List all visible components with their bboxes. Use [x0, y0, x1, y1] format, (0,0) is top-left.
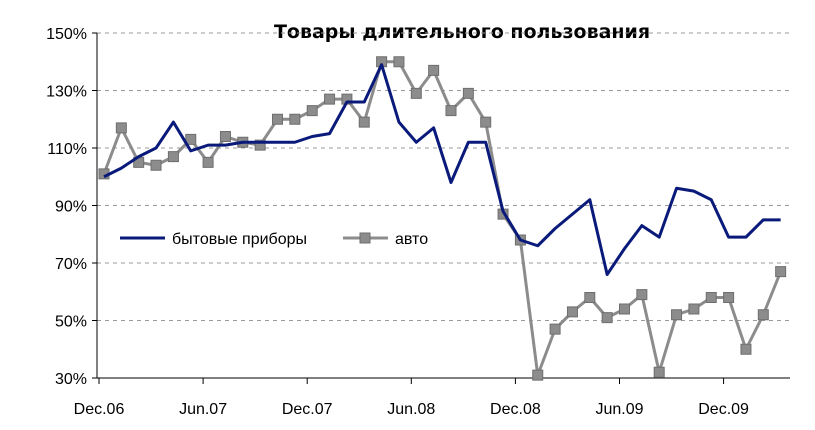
y-tick-label: 150% — [46, 26, 87, 43]
y-tick-label: 130% — [46, 84, 87, 101]
data-point — [393, 56, 405, 68]
data-point — [619, 303, 630, 315]
series-line-1 — [102, 60, 783, 377]
series-group — [98, 56, 787, 381]
data-point — [532, 369, 544, 381]
y-tick-label: 110% — [47, 141, 87, 158]
data-point — [566, 306, 578, 318]
y-tick-label: 70% — [55, 256, 87, 273]
legend-label-auto: авто — [395, 231, 428, 248]
x-tick-label: Dec.06 — [74, 401, 125, 418]
data-point — [202, 156, 214, 168]
data-point — [636, 289, 648, 301]
data-point — [167, 151, 179, 163]
data-point — [462, 87, 474, 99]
y-tick-label: 90% — [55, 199, 87, 216]
y-tick-label: 50% — [55, 314, 87, 331]
data-point — [445, 105, 457, 117]
data-point — [740, 343, 752, 355]
series-line-0 — [103, 63, 781, 276]
x-tick-labels: Dec.06 Jun.07 Dec.07 Jun.08 Dec.08 Jun.09 Dec.… — [74, 378, 749, 418]
data-point — [324, 93, 336, 105]
data-point — [671, 309, 683, 321]
chart-title: Товары длительного пользования — [274, 21, 650, 43]
y-tick-labels: 30% 50% 70% 90% 110% 130% 150% — [46, 26, 97, 388]
data-point — [705, 292, 717, 303]
x-tick-label: Dec.07 — [282, 401, 333, 418]
data-point — [219, 131, 231, 142]
data-point — [410, 87, 422, 99]
data-point — [272, 113, 283, 125]
x-tick-label: Jun.07 — [179, 401, 227, 418]
data-point — [688, 303, 700, 315]
y-tick-label: 30% — [55, 371, 87, 388]
data-point — [653, 366, 665, 378]
data-point — [601, 312, 613, 324]
x-tick-label: Dec.08 — [490, 401, 541, 418]
data-point — [289, 113, 301, 125]
data-point — [254, 139, 266, 151]
data-point — [549, 323, 561, 335]
x-tick-label: Jun.09 — [595, 401, 643, 418]
data-point — [723, 292, 735, 303]
x-tick-label: Jun.08 — [387, 401, 435, 418]
data-point — [480, 116, 492, 128]
data-point — [775, 266, 787, 278]
data-point — [185, 133, 197, 145]
data-point — [428, 64, 440, 76]
data-point — [757, 309, 769, 321]
data-point — [584, 292, 596, 303]
data-point — [358, 116, 370, 128]
data-point — [115, 122, 127, 134]
grid-lines — [97, 32, 790, 321]
x-tick-label: Dec.09 — [698, 401, 749, 418]
data-point — [150, 159, 162, 171]
legend-marker-auto — [359, 232, 371, 244]
legend-label-appliances: бытовые приборы — [172, 231, 307, 248]
data-point — [306, 105, 318, 117]
legend: бытовые приборы авто — [120, 231, 428, 248]
